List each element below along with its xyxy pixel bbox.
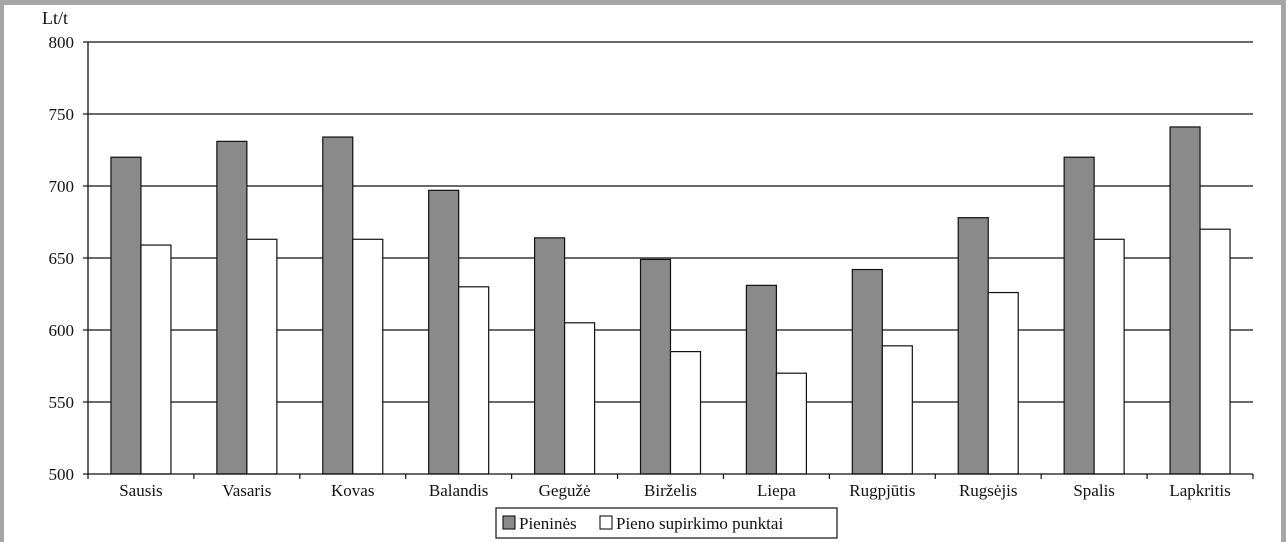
y-tick-label: 550 bbox=[49, 393, 75, 412]
bar bbox=[216, 140, 248, 475]
x-category-label: Sausis bbox=[119, 481, 162, 500]
bar bbox=[140, 244, 172, 475]
y-tick-labels: 500 550 600 650 700 750 800 bbox=[49, 33, 75, 484]
bar bbox=[110, 156, 142, 475]
bar bbox=[563, 322, 596, 475]
legend-swatch bbox=[599, 515, 613, 530]
bar bbox=[352, 238, 384, 475]
x-category-label: Kovas bbox=[331, 481, 374, 500]
x-category-label: Rugsėjis bbox=[959, 481, 1018, 500]
bar bbox=[458, 286, 490, 475]
x-category-label: Gegužė bbox=[539, 481, 591, 500]
y-tick-label: 650 bbox=[49, 249, 75, 268]
bars bbox=[110, 126, 1231, 475]
bar bbox=[1169, 126, 1201, 475]
bar bbox=[957, 217, 989, 475]
bar bbox=[851, 268, 883, 475]
bar bbox=[881, 345, 913, 475]
x-category-label: Spalis bbox=[1073, 481, 1115, 500]
y-tick-label: 500 bbox=[49, 465, 75, 484]
y-tick-label: 700 bbox=[49, 177, 75, 196]
bar bbox=[246, 238, 278, 475]
bar bbox=[1199, 228, 1231, 475]
y-tick-label: 800 bbox=[49, 33, 75, 52]
legend-box bbox=[495, 507, 838, 539]
x-category-label: Vasaris bbox=[222, 481, 271, 500]
y-tick-label: 600 bbox=[49, 321, 75, 340]
x-category-label: Rugpjūtis bbox=[849, 481, 915, 500]
bar bbox=[639, 258, 672, 475]
x-category-label: Liepa bbox=[757, 481, 796, 500]
x-category-label: Birželis bbox=[644, 481, 697, 500]
bar bbox=[745, 284, 778, 475]
x-category-labels: Sausis Vasaris Kovas Balandis Gegužė Birželis… bbox=[119, 481, 1231, 500]
legend: Pieninės Pieno supirkimo punktai bbox=[495, 507, 838, 539]
bar bbox=[1093, 238, 1125, 475]
bar bbox=[322, 136, 354, 475]
bar bbox=[987, 291, 1019, 475]
bar bbox=[533, 237, 566, 475]
bar bbox=[1063, 156, 1095, 475]
bar bbox=[775, 372, 808, 475]
y-axis-title: Lt/t bbox=[42, 8, 68, 28]
legend-swatch bbox=[502, 515, 516, 530]
legend-label: Pieninės bbox=[519, 514, 577, 533]
legend-label: Pieno supirkimo punktai bbox=[616, 514, 783, 533]
axes bbox=[83, 41, 1254, 479]
x-category-label: Balandis bbox=[429, 481, 489, 500]
bar bbox=[428, 189, 460, 475]
bar bbox=[669, 351, 702, 475]
x-category-label: Lapkritis bbox=[1169, 481, 1230, 500]
y-tick-label: 750 bbox=[49, 105, 75, 124]
